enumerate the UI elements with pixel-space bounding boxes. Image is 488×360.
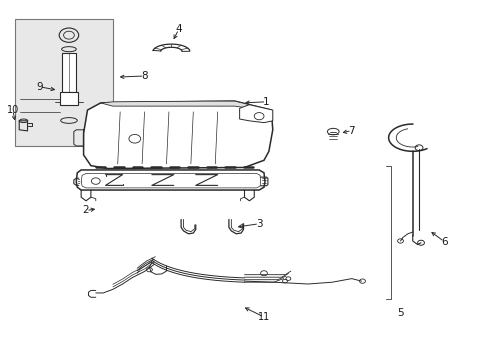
Polygon shape [83, 101, 272, 168]
Text: 6: 6 [440, 237, 447, 247]
Text: 9: 9 [36, 82, 43, 92]
Text: 2: 2 [82, 206, 89, 216]
Polygon shape [239, 105, 272, 123]
Text: 10: 10 [7, 105, 19, 115]
Text: 4: 4 [175, 24, 182, 35]
Text: 3: 3 [255, 219, 262, 229]
Text: 1: 1 [263, 97, 269, 107]
Polygon shape [101, 101, 249, 108]
Bar [62, 53, 76, 93]
Polygon shape [76, 170, 264, 190]
Text: 11: 11 [257, 312, 269, 322]
Bar [60, 93, 78, 105]
Text: 7: 7 [348, 126, 354, 135]
Text: 8: 8 [141, 71, 147, 81]
Text: 5: 5 [396, 308, 403, 318]
Bar [15, 19, 113, 146]
